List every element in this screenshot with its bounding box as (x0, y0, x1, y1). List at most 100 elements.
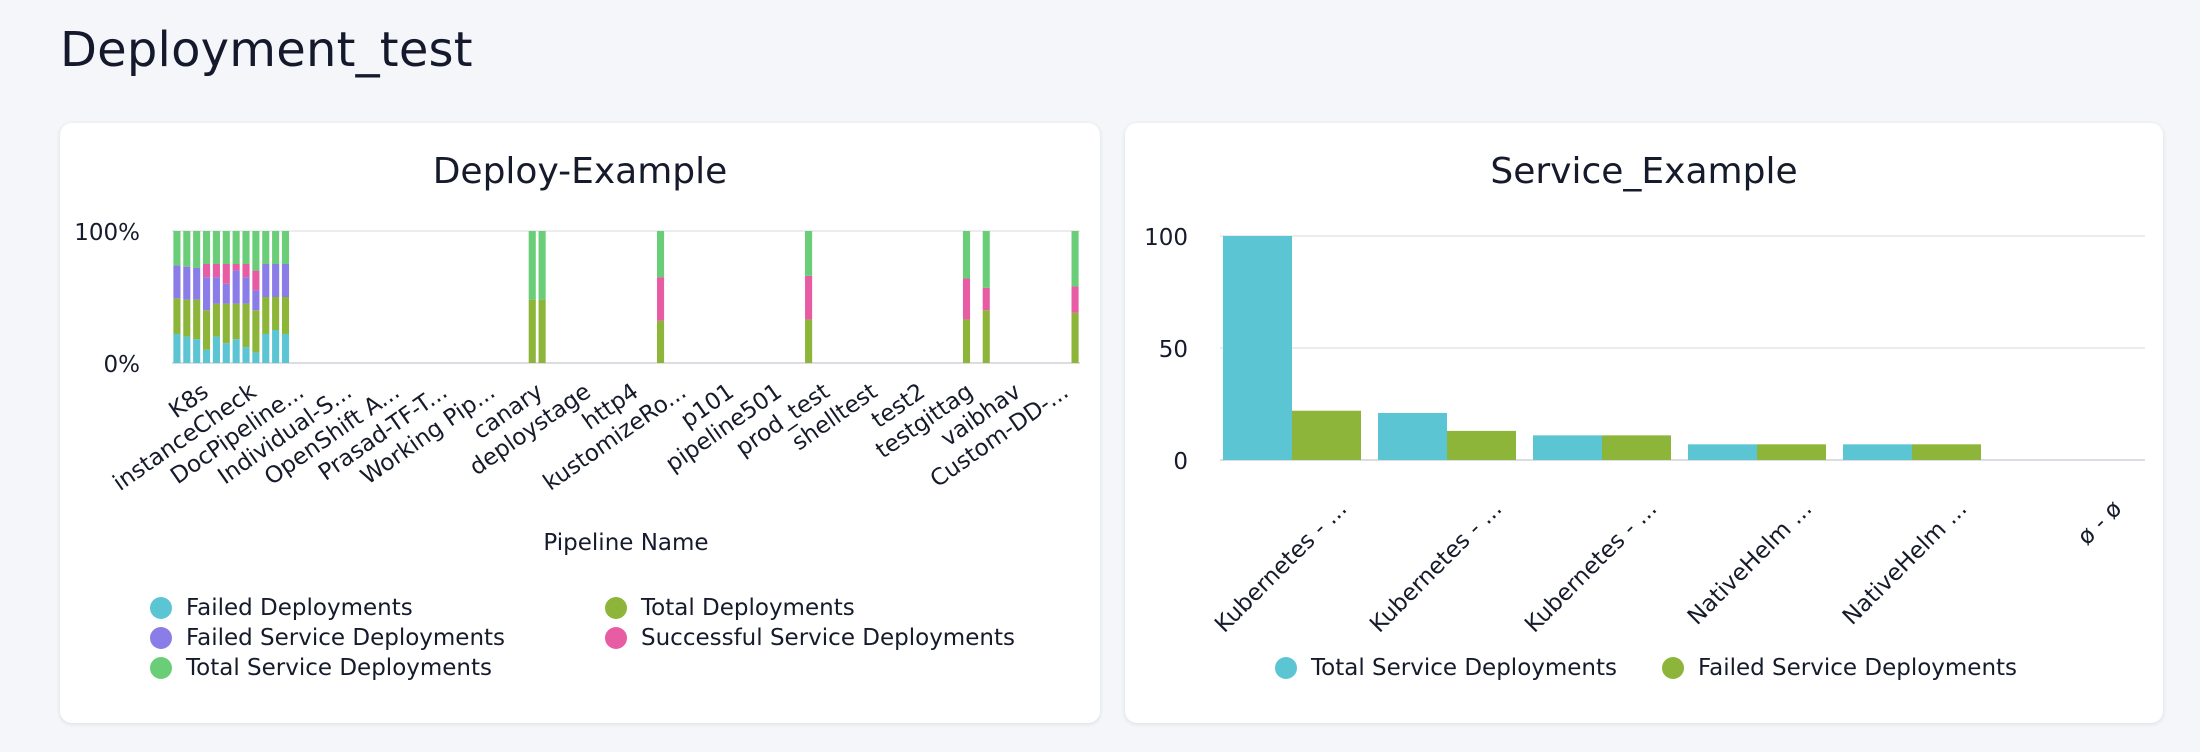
stacked-bar-segment (202, 231, 211, 264)
x-tick-label: Kubernetes - ... (1210, 496, 1352, 638)
bar-total-service-deployments (1688, 444, 1757, 460)
stacked-bar-segment (173, 298, 181, 334)
bar-failed-service-deployments (1602, 435, 1671, 460)
stacked-bar-segment (272, 330, 280, 363)
stacked-bar-segment (528, 231, 536, 300)
stacked-bar-segment (222, 283, 230, 304)
stacked-bar-segment (222, 343, 230, 363)
stacked-bar-segment (962, 278, 971, 320)
x-axis-title: Pipeline Name (543, 530, 708, 556)
stacked-bar-segment (193, 339, 201, 363)
legend-dot-icon (1662, 657, 1684, 679)
stacked-bar-segment (805, 275, 813, 320)
bar-total-service-deployments (1378, 412, 1447, 460)
deploy-example-title: Deploy-Example (432, 151, 728, 192)
stacked-bar-segment (1071, 231, 1079, 287)
legend-dot-icon (1275, 657, 1297, 679)
stacked-bar-segment (262, 231, 270, 264)
legend-label: Total Service Deployments (1311, 655, 1618, 681)
y-tick-label: 0 (1173, 449, 1188, 475)
legend-label: Failed Service Deployments (186, 625, 506, 651)
legend-item[interactable]: Failed Deployments (150, 595, 413, 621)
bar-failed-service-deployments (1757, 444, 1826, 460)
stacked-bar-segment (1071, 312, 1079, 363)
y-tick-label: 100% (74, 220, 140, 246)
bar-failed-service-deployments (1447, 430, 1516, 460)
stacked-bar-segment (656, 320, 665, 363)
x-tick-label: Kubernetes - ... (1365, 496, 1507, 638)
stacked-bar-segment (262, 333, 270, 363)
bar-total-service-deployments (1223, 236, 1292, 460)
stacked-bar-segment (212, 336, 220, 363)
legend-label: Total Service Deployments (186, 655, 493, 681)
legend-dot-icon (605, 627, 627, 649)
stacked-bar-segment (202, 349, 211, 363)
stacked-bar-segment (202, 310, 211, 350)
legend-label: Total Deployments (641, 595, 855, 621)
stacked-bar-segment (262, 297, 270, 334)
stacked-bar-segment (272, 297, 280, 330)
y-tick-label: 100 (1144, 225, 1188, 251)
legend-item[interactable]: Total Service Deployments (1275, 655, 1617, 681)
stacked-bar-segment (982, 231, 990, 288)
stacked-bar-segment (193, 231, 201, 268)
x-tick-label: NativeHelm ... (1838, 496, 1972, 630)
stacked-bar-segment (805, 231, 813, 276)
legend-item[interactable]: Failed Service Deployments (1662, 655, 2017, 681)
stacked-bar-segment (281, 333, 290, 363)
y-tick-label: 0% (104, 352, 141, 378)
legend-dot-icon (150, 627, 172, 649)
stacked-bar-segment (173, 333, 181, 363)
stacked-bar-segment (242, 277, 250, 304)
deploy-example-widget: Deploy-Example 100% 0% K8s instanceCheck Doc… (60, 123, 1100, 723)
legend-item[interactable]: Failed Service Deployments (150, 625, 505, 651)
deploy-example-chart: 100%0%K8sinstanceCheckDocPipeline...Indi… (74, 220, 1080, 556)
stacked-bar-segment (281, 231, 290, 264)
legend-label: Successful Service Deployments (641, 625, 1015, 651)
stacked-bar-segment (656, 277, 665, 321)
stacked-bar-segment (212, 277, 220, 304)
legend-label: Failed Deployments (186, 595, 413, 621)
legend-dot-icon (150, 597, 172, 619)
stacked-bar-segment (222, 303, 230, 344)
bar-total-service-deployments (1533, 435, 1602, 460)
stacked-bar-segment (242, 264, 250, 278)
stacked-bar-segment (538, 231, 546, 300)
stacked-bar-segment (272, 264, 280, 297)
x-tick-label: Kubernetes - ... (1520, 496, 1662, 638)
service-example-title: Service_Example (1490, 151, 1798, 192)
stacked-bar-segment (1071, 286, 1079, 313)
y-tick-label: 50 (1159, 337, 1188, 363)
stacked-bar-segment (252, 290, 260, 311)
legend-label: Failed Service Deployments (1698, 655, 2018, 681)
legend-item[interactable]: Total Deployments (605, 595, 855, 621)
stacked-bar-segment (183, 336, 191, 363)
stacked-bar-segment (962, 231, 971, 279)
bar-failed-service-deployments (1912, 444, 1981, 460)
legend-item[interactable]: Successful Service Deployments (605, 625, 1015, 651)
stacked-bar-segment (656, 231, 665, 278)
service-example-widget: Service_Example 0 50 100 Kubernetes - ... Ku… (1125, 123, 2163, 723)
stacked-bar-segment (262, 264, 270, 297)
stacked-bar-segment (252, 270, 260, 291)
stacked-bar-segment (232, 339, 240, 363)
stacked-bar-segment (183, 266, 191, 300)
stacked-bar-segment (183, 231, 191, 267)
stacked-bar-segment (212, 303, 220, 337)
x-tick-label: NativeHelm ... (1683, 496, 1817, 630)
legend-item[interactable]: Total Service Deployments (150, 655, 492, 681)
stacked-bar-segment (193, 299, 201, 340)
stacked-bar-segment (183, 299, 191, 337)
stacked-bar-segment (805, 319, 813, 363)
stacked-bar-segment (193, 267, 201, 300)
stacked-bar-segment (982, 287, 990, 311)
page-title: Deployment_test (60, 22, 473, 78)
bar-total-service-deployments (1843, 444, 1912, 460)
legend-dot-icon (150, 657, 172, 679)
stacked-bar-segment (202, 277, 211, 311)
stacked-bar-segment (982, 310, 990, 363)
legend-dot-icon (605, 597, 627, 619)
stacked-bar-segment (242, 303, 250, 348)
stacked-bar-segment (222, 264, 230, 284)
